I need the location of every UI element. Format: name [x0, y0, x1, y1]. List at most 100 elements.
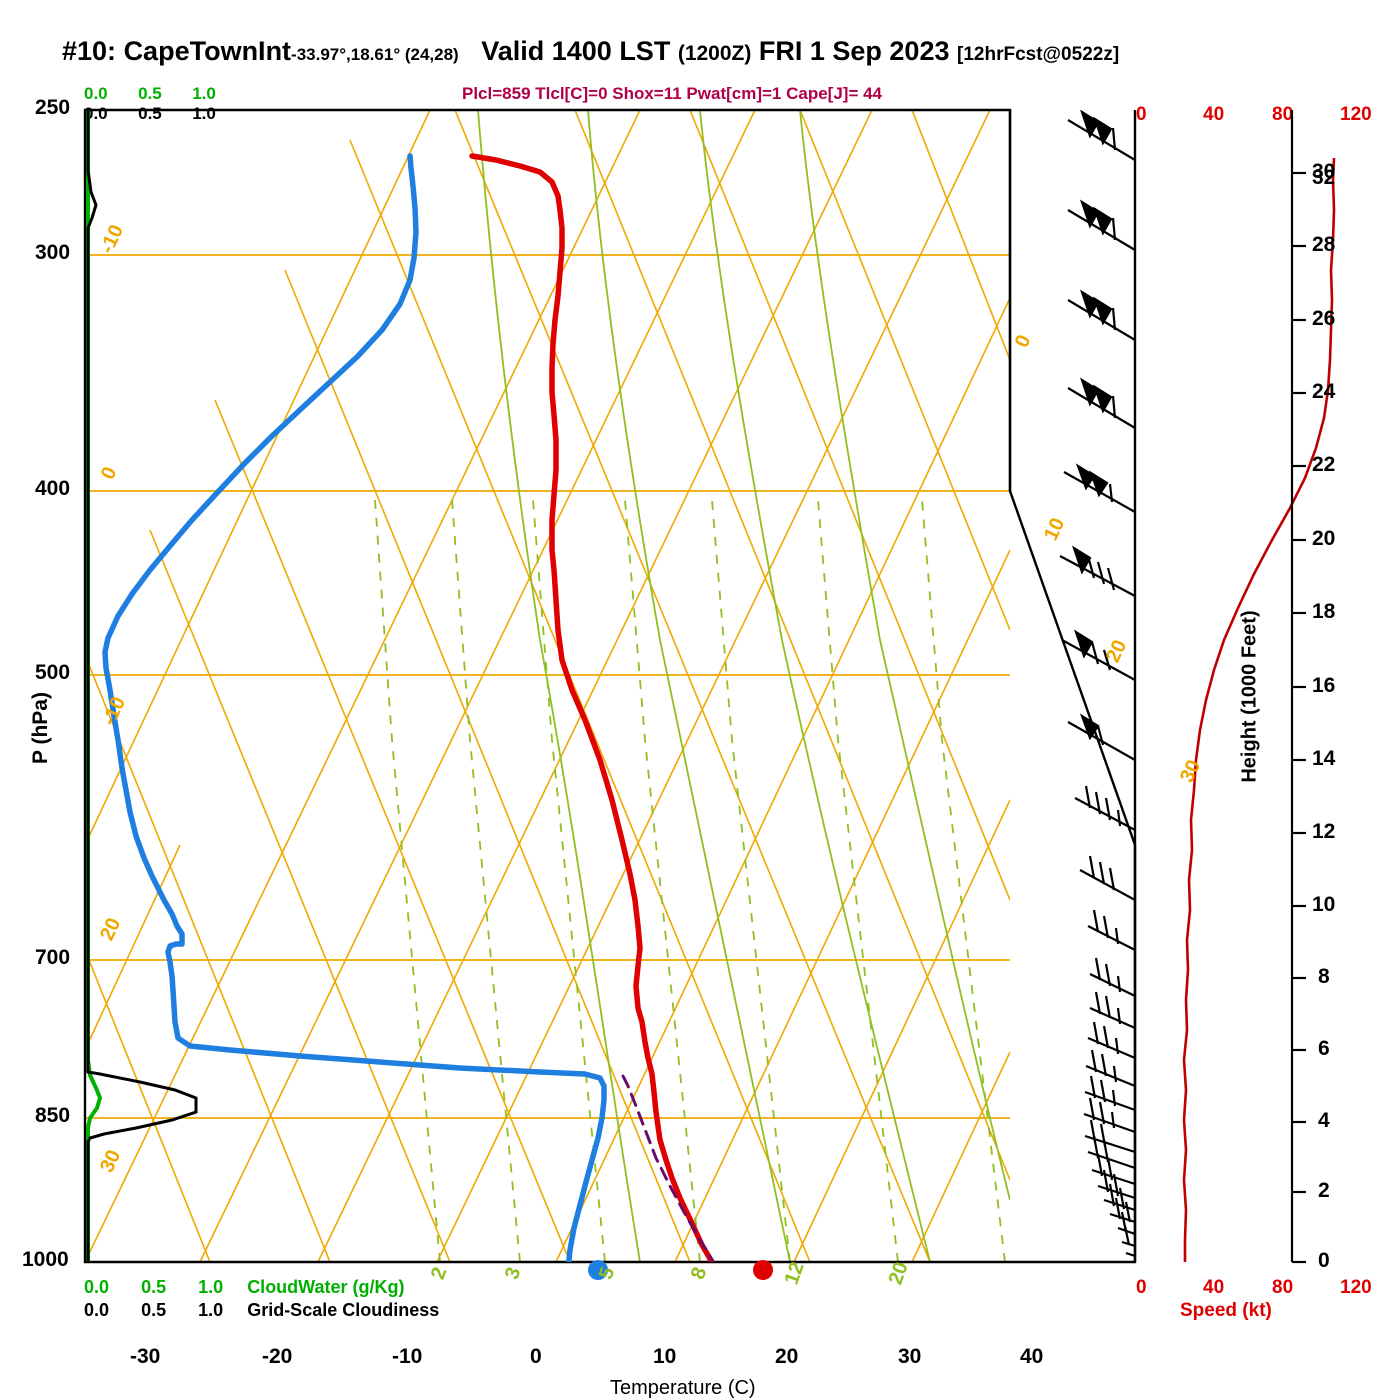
wind-barb — [1059, 545, 1136, 597]
cloudiness-bottom-row: 0.0 0.5 1.0 Grid-Scale Cloudiness — [84, 1300, 439, 1321]
cloudwater-tick-0: 0.0 — [84, 84, 108, 103]
height-tick-4: 4 — [1318, 1109, 1330, 1132]
cloud-profile-group — [86, 110, 198, 1262]
height-tick-8: 8 — [1318, 965, 1330, 988]
wind-barb — [1087, 1021, 1136, 1060]
valid-time-z: (1200Z) — [677, 42, 752, 65]
temperature-tick--10: -10 — [392, 1345, 423, 1368]
cloudwater-top-ticks: 0.0 0.5 1.0 — [84, 84, 216, 104]
wind-barb — [1067, 110, 1136, 161]
speed-tick-bottom-0: 0 — [1136, 1277, 1147, 1298]
surface-dewpoint-dot — [588, 1260, 608, 1280]
height-tick-20: 20 — [1312, 527, 1336, 550]
cloudiness-tick-1: 0.5 — [138, 104, 162, 123]
wind-barb — [1121, 1225, 1136, 1248]
height-tick-12: 12 — [1312, 820, 1336, 843]
speed-tick-top-1: 40 — [1203, 104, 1225, 125]
wind-barb — [1091, 1153, 1136, 1186]
height-tick-26: 26 — [1312, 307, 1336, 330]
pressure-tick-250: 250 — [35, 96, 71, 119]
pressure-tick-850: 850 — [35, 1104, 71, 1127]
wind-barb — [1067, 377, 1136, 429]
wind-barb — [1063, 463, 1136, 513]
isobar-group — [85, 254, 1010, 1262]
temperature-trace — [469, 153, 716, 1262]
cloudwater-axis-label: CloudWater (g/Kg) — [247, 1277, 405, 1297]
pressure-tick-400: 400 — [35, 477, 71, 500]
wind-barb — [1067, 289, 1136, 341]
height-tick-32b: 32 — [1312, 166, 1336, 189]
height-tick-0: 0 — [1318, 1249, 1330, 1272]
temperature-tick-10: 10 — [653, 1345, 677, 1368]
wind-barb — [1061, 629, 1136, 681]
cloudwater-bottom-tick-1: 0.5 — [141, 1277, 167, 1297]
dry-adiabat-group — [85, 110, 1010, 1262]
station-coords: -33.97°,18.61° (24,28) — [291, 45, 459, 64]
wind-barb — [1067, 199, 1136, 251]
height-axis-ticks — [1290, 110, 1306, 1264]
pressure-tick-1000: 1000 — [22, 1248, 69, 1271]
pressure-tick-700: 700 — [35, 946, 71, 969]
parcel-trace — [620, 1072, 716, 1262]
cloudiness-axis-label: Grid-Scale Cloudiness — [247, 1300, 440, 1320]
temperature-tick-30: 30 — [898, 1345, 922, 1368]
speed-tick-top-0: 0 — [1136, 104, 1147, 125]
speed-tick-top-2: 80 — [1272, 104, 1294, 125]
isotherm-group — [85, 110, 1010, 1262]
wind-barb-group — [1059, 110, 1136, 1258]
speed-tick-bottom-3: 120 — [1340, 1277, 1372, 1298]
speed-tick-bottom-1: 40 — [1203, 1277, 1225, 1298]
height-trace — [1182, 157, 1336, 1262]
temperature-tick-20: 20 — [775, 1345, 799, 1368]
wind-barb — [1085, 1049, 1136, 1088]
wind-barb — [1087, 909, 1136, 951]
surface-temperature-dot — [753, 1260, 773, 1280]
wind-barb — [1084, 1119, 1136, 1154]
cloudiness-bottom-tick-1: 0.5 — [141, 1300, 167, 1320]
pressure-tick-500: 500 — [35, 661, 71, 684]
temperature-tick-0: 0 — [530, 1345, 542, 1368]
speed-tick-bottom-2: 80 — [1272, 1277, 1294, 1298]
height-tick-24: 24 — [1312, 380, 1336, 403]
cloudwater-tick-1: 0.5 — [138, 84, 162, 103]
station-id: #10: — [62, 36, 117, 66]
cloudiness-tick-2: 1.0 — [192, 104, 216, 123]
height-axis-label: Height (1000 Feet) — [1238, 610, 1261, 783]
height-tick-30: 30 — [1312, 160, 1336, 183]
wind-barb — [1089, 957, 1136, 997]
temperature-tick--20: -20 — [262, 1345, 293, 1368]
cloudwater-bottom-tick-0: 0.0 — [84, 1277, 110, 1297]
wind-barb — [1125, 1251, 1136, 1258]
sounding-parameters: Plcl=859 Tlcl[C]=0 Shox=11 Pwat[cm]=1 Ca… — [462, 84, 883, 103]
height-tick-16: 16 — [1312, 674, 1336, 697]
station-name: CapeTownInt — [123, 36, 292, 66]
height-tick-2: 2 — [1318, 1179, 1330, 1202]
grid-lines — [85, 110, 1010, 1262]
cloudiness-trace — [86, 110, 198, 1262]
height-tick-6: 6 — [1318, 1037, 1330, 1060]
pressure-axis-label: P (hPa) — [29, 692, 52, 764]
wind-barb — [1103, 1183, 1136, 1212]
wind-barb — [1083, 1097, 1136, 1134]
cloudiness-bottom-tick-0: 0.0 — [84, 1300, 110, 1320]
cloudwater-tick-2: 1.0 — [192, 84, 216, 103]
speed-axis-label: Speed (kt) — [1180, 1300, 1272, 1321]
wind-barb — [1087, 1135, 1136, 1170]
cloudiness-bottom-tick-2: 1.0 — [198, 1300, 224, 1320]
forecast-tag: [12hrFcst@0522z] — [957, 44, 1120, 65]
wind-barb — [1079, 855, 1136, 901]
temperature-axis-label: Temperature (C) — [610, 1377, 756, 1399]
valid-time: Valid 1400 LST — [481, 36, 671, 66]
dewpoint-trace — [102, 153, 607, 1262]
wind-barb — [1089, 991, 1136, 1030]
height-tick-10: 10 — [1312, 893, 1336, 916]
temperature-tick-40: 40 — [1020, 1345, 1044, 1368]
wind-barb — [1074, 785, 1136, 831]
cloudwater-bottom-tick-2: 1.0 — [198, 1277, 224, 1297]
height-tick-14: 14 — [1312, 747, 1336, 770]
valid-date: FRI 1 Sep 2023 — [758, 36, 950, 66]
pressure-tick-300: 300 — [35, 241, 71, 264]
mixing-ratio-group — [374, 499, 1006, 1262]
